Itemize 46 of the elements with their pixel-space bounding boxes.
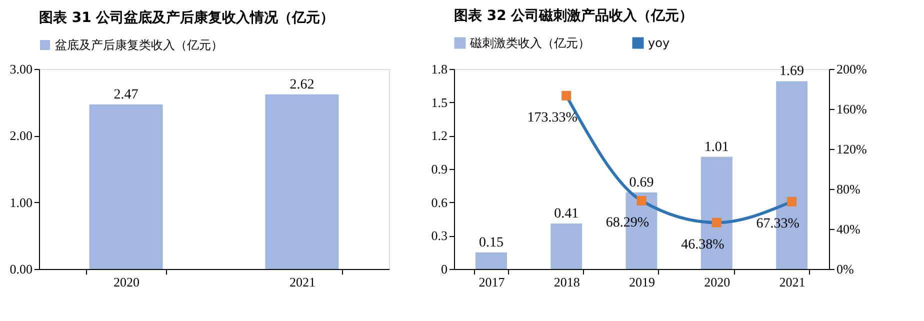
point (636, 196, 646, 206)
y-tick-label: 0.9 (431, 162, 448, 176)
x-tick-label: 2018 (554, 274, 580, 290)
data-label: 1.69 (780, 64, 804, 80)
point (562, 90, 572, 100)
y2-tick-label: 40% (836, 222, 860, 236)
y-tick-label: 1.2 (431, 128, 448, 144)
x-tick-label: 2019 (629, 274, 655, 290)
y-tick-label: 1.00 (10, 194, 32, 210)
data-label: 68.29% (606, 216, 650, 231)
y-tick-label: 0 (441, 262, 448, 276)
y2-tick-label: 80% (836, 182, 860, 196)
data-label: 46.38% (681, 238, 725, 253)
chart-title: 图表 31 公司盆底及产后康复收入情况（亿元） (39, 9, 334, 26)
x-tick-label: 2020 (704, 274, 730, 290)
y-tick-label: 2.00 (10, 128, 32, 144)
y-tick-label: 0.3 (431, 228, 448, 244)
legend-label: yoy (648, 36, 670, 50)
x-tick-label: 2021 (289, 274, 316, 290)
data-label: 173.33% (527, 110, 578, 126)
data-label: 0.41 (554, 206, 579, 222)
data-label: 0.69 (629, 175, 654, 190)
y-tick-label: 0.6 (431, 194, 448, 210)
x-tick-label: 2017 (478, 274, 506, 290)
point (712, 218, 722, 228)
y2-tick-label: 160% (836, 102, 867, 116)
bar (550, 223, 582, 269)
legend-label: 盆底及产后康复类收入（亿元） (55, 38, 223, 52)
data-label: 67.33% (756, 216, 800, 232)
data-label: 2.62 (290, 77, 314, 92)
legend-label: 磁刺激类收入（亿元） (469, 36, 590, 50)
y-tick-label: 3.00 (10, 62, 32, 76)
bar (475, 252, 507, 269)
y2-tick-label: 120% (836, 142, 867, 156)
y2-tick-label: 200% (836, 62, 867, 76)
y-tick-label: 0.00 (10, 262, 32, 276)
x-tick-label: 2020 (114, 274, 140, 290)
y2-tick-label: 0% (836, 262, 854, 276)
chart-title: 图表 32 公司磁刺激产品收入（亿元） (454, 7, 694, 24)
y-tick-label: 1.5 (431, 94, 448, 110)
data-label: 1.01 (704, 140, 729, 155)
y-tick-label: 1.8 (431, 62, 448, 76)
point (787, 196, 797, 206)
data-label: 2.47 (114, 87, 138, 102)
data-label: 0.15 (478, 235, 504, 250)
x-tick-label: 2021 (779, 274, 806, 290)
